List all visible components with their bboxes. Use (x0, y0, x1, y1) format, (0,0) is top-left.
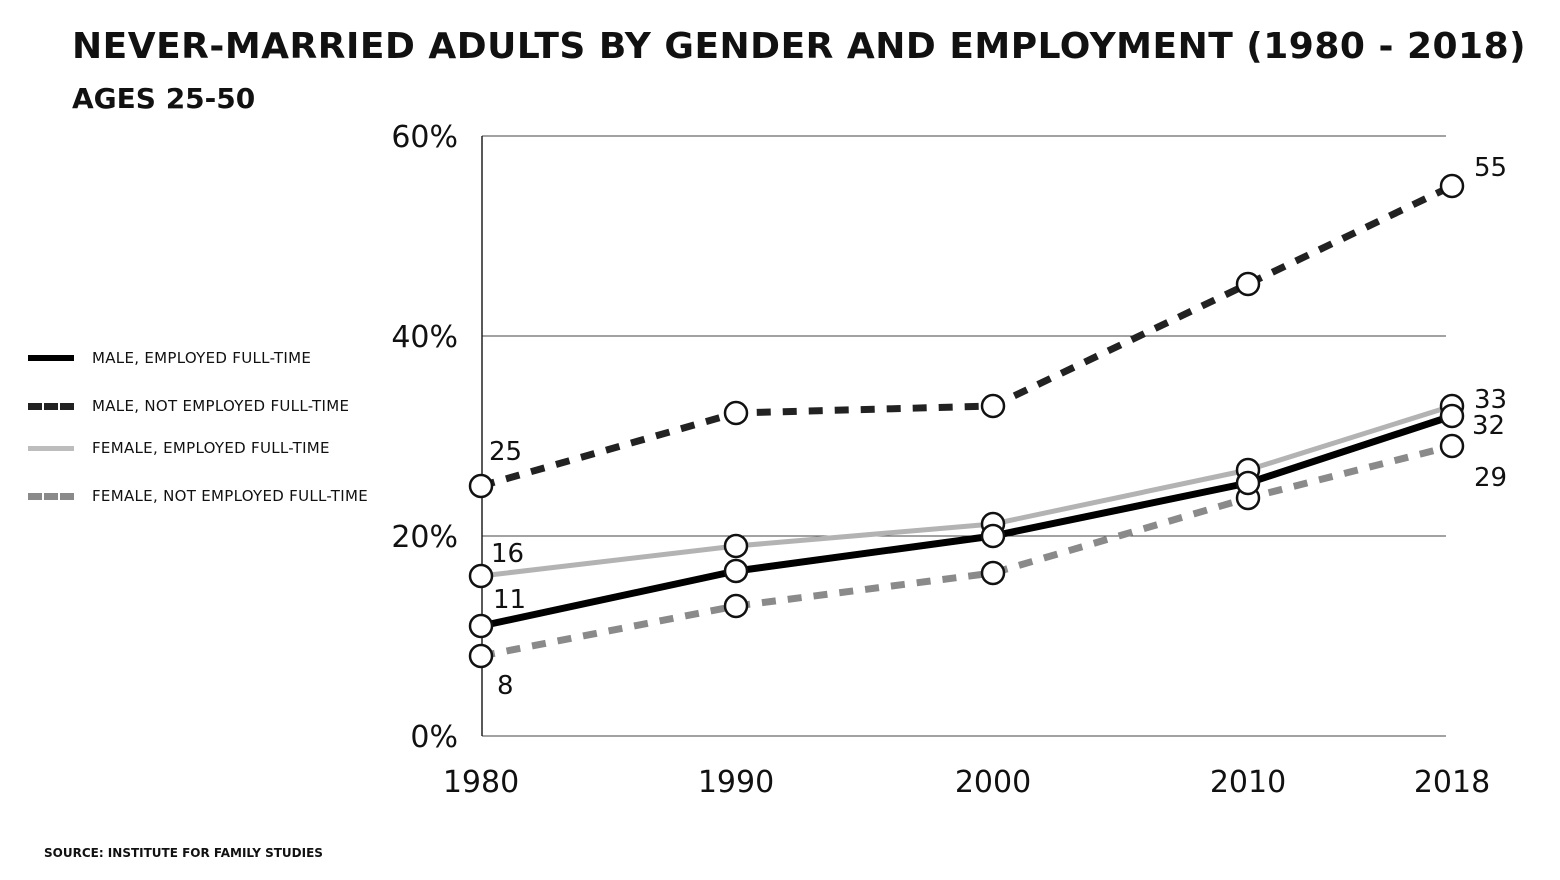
series-line-male-employed (480, 412, 1454, 630)
chart-title: NEVER-MARRIED ADULTS BY GENDER AND EMPLO… (72, 26, 1527, 67)
data-point-female-not-employed-1990 (723, 593, 749, 619)
data-point-female-employed-1990 (723, 533, 749, 559)
y-tick-label-60: 60% (391, 120, 458, 155)
legend-swatch-male-not-employed (28, 402, 74, 410)
legend-swatch-male-employed (28, 355, 74, 361)
data-point-male-employed-2018 (1439, 403, 1465, 429)
data-point-male-employed-2010 (1235, 470, 1261, 496)
y-tick-label-0: 0% (410, 720, 458, 755)
x-tick-label-1990: 1990 (698, 765, 774, 800)
data-point-male-employed-2000 (980, 523, 1006, 549)
data-label-female-not-employed-1980: 8 (497, 671, 514, 701)
data-point-male-employed-1990 (723, 558, 749, 584)
data-label-female-employed-2018: 33 (1474, 385, 1507, 415)
data-point-male-employed-1980 (468, 613, 494, 639)
data-label-male-not-employed-1980: 25 (489, 437, 522, 467)
x-tick-label-2018: 2018 (1414, 765, 1490, 800)
series-line-female-not-employed (480, 442, 1453, 660)
data-label-male-employed-2018: 32 (1472, 411, 1505, 441)
series-line-female-employed (480, 403, 1453, 579)
data-point-female-employed-1980 (468, 563, 494, 589)
x-tick-label-1980: 1980 (443, 765, 519, 800)
y-tick-label-40: 40% (391, 320, 458, 355)
data-point-female-not-employed-1980 (468, 643, 494, 669)
source-note: SOURCE: INSTITUTE FOR FAMILY STUDIES (44, 846, 323, 860)
data-point-male-not-employed-2018 (1439, 173, 1465, 199)
data-label-female-employed-1980: 16 (491, 539, 524, 569)
legend-label-male-not-employed: MALE, NOT EMPLOYED FULL-TIME (92, 397, 350, 415)
legend-swatch-female-employed (28, 445, 74, 451)
chart-subtitle: AGES 25-50 (72, 82, 256, 115)
x-tick-label-2000: 2000 (955, 765, 1031, 800)
data-label-male-employed-1980: 11 (493, 585, 526, 615)
legend-item-female-employed: FEMALE, EMPLOYED FULL-TIME (28, 436, 330, 460)
data-point-male-not-employed-2000 (980, 393, 1006, 419)
data-point-female-not-employed-2000 (980, 560, 1006, 586)
legend-label-male-employed: MALE, EMPLOYED FULL-TIME (92, 349, 312, 367)
legend-swatch-female-not-employed (28, 492, 74, 500)
legend-item-male-not-employed: MALE, NOT EMPLOYED FULL-TIME (28, 394, 349, 418)
data-point-female-not-employed-2018 (1439, 433, 1465, 459)
x-tick-label-2010: 2010 (1210, 765, 1286, 800)
data-point-male-not-employed-2010 (1235, 271, 1261, 297)
legend-item-male-employed: MALE, EMPLOYED FULL-TIME (28, 346, 311, 370)
data-point-male-not-employed-1980 (468, 473, 494, 499)
data-label-female-not-employed-2018: 29 (1474, 463, 1507, 493)
legend-label-female-not-employed: FEMALE, NOT EMPLOYED FULL-TIME (92, 487, 368, 505)
data-label-male-not-employed-2018: 55 (1474, 153, 1507, 183)
legend-label-female-employed: FEMALE, EMPLOYED FULL-TIME (92, 439, 330, 457)
legend-item-female-not-employed: FEMALE, NOT EMPLOYED FULL-TIME (28, 484, 368, 508)
y-tick-label-20: 20% (391, 520, 458, 555)
data-point-male-not-employed-1990 (723, 400, 749, 426)
